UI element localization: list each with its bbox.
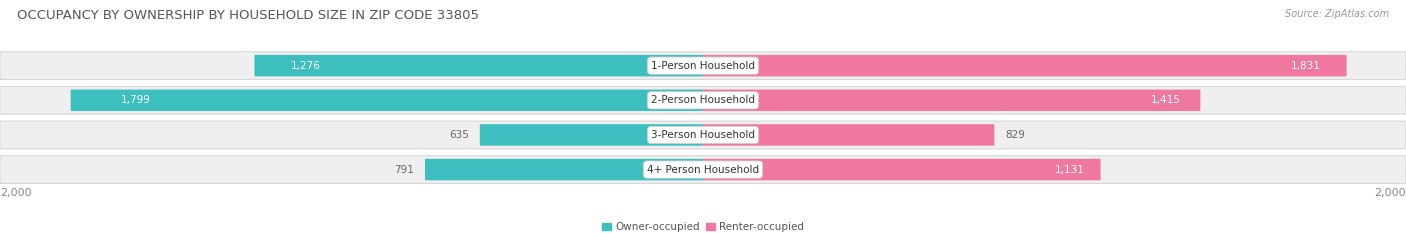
FancyBboxPatch shape	[0, 52, 1406, 79]
Text: 791: 791	[395, 164, 415, 175]
Text: 1,276: 1,276	[291, 61, 321, 71]
FancyBboxPatch shape	[479, 124, 703, 146]
FancyBboxPatch shape	[0, 86, 1406, 114]
FancyBboxPatch shape	[0, 156, 1406, 183]
FancyBboxPatch shape	[0, 121, 1406, 149]
FancyBboxPatch shape	[425, 159, 703, 180]
Text: 2,000: 2,000	[1375, 188, 1406, 198]
Text: 4+ Person Household: 4+ Person Household	[647, 164, 759, 175]
FancyBboxPatch shape	[70, 89, 703, 111]
FancyBboxPatch shape	[254, 55, 703, 76]
Text: 1-Person Household: 1-Person Household	[651, 61, 755, 71]
FancyBboxPatch shape	[703, 159, 1101, 180]
Text: 3-Person Household: 3-Person Household	[651, 130, 755, 140]
Text: 635: 635	[450, 130, 470, 140]
FancyBboxPatch shape	[703, 89, 1201, 111]
Text: 1,131: 1,131	[1054, 164, 1084, 175]
FancyBboxPatch shape	[703, 55, 1347, 76]
Text: 2-Person Household: 2-Person Household	[651, 95, 755, 105]
Text: 829: 829	[1005, 130, 1025, 140]
Text: 1,831: 1,831	[1291, 61, 1320, 71]
FancyBboxPatch shape	[703, 124, 994, 146]
Text: Source: ZipAtlas.com: Source: ZipAtlas.com	[1285, 9, 1389, 19]
Text: 1,415: 1,415	[1150, 95, 1181, 105]
Text: 1,799: 1,799	[121, 95, 150, 105]
Legend: Owner-occupied, Renter-occupied: Owner-occupied, Renter-occupied	[602, 222, 804, 232]
Text: OCCUPANCY BY OWNERSHIP BY HOUSEHOLD SIZE IN ZIP CODE 33805: OCCUPANCY BY OWNERSHIP BY HOUSEHOLD SIZE…	[17, 9, 479, 22]
Text: 2,000: 2,000	[0, 188, 31, 198]
